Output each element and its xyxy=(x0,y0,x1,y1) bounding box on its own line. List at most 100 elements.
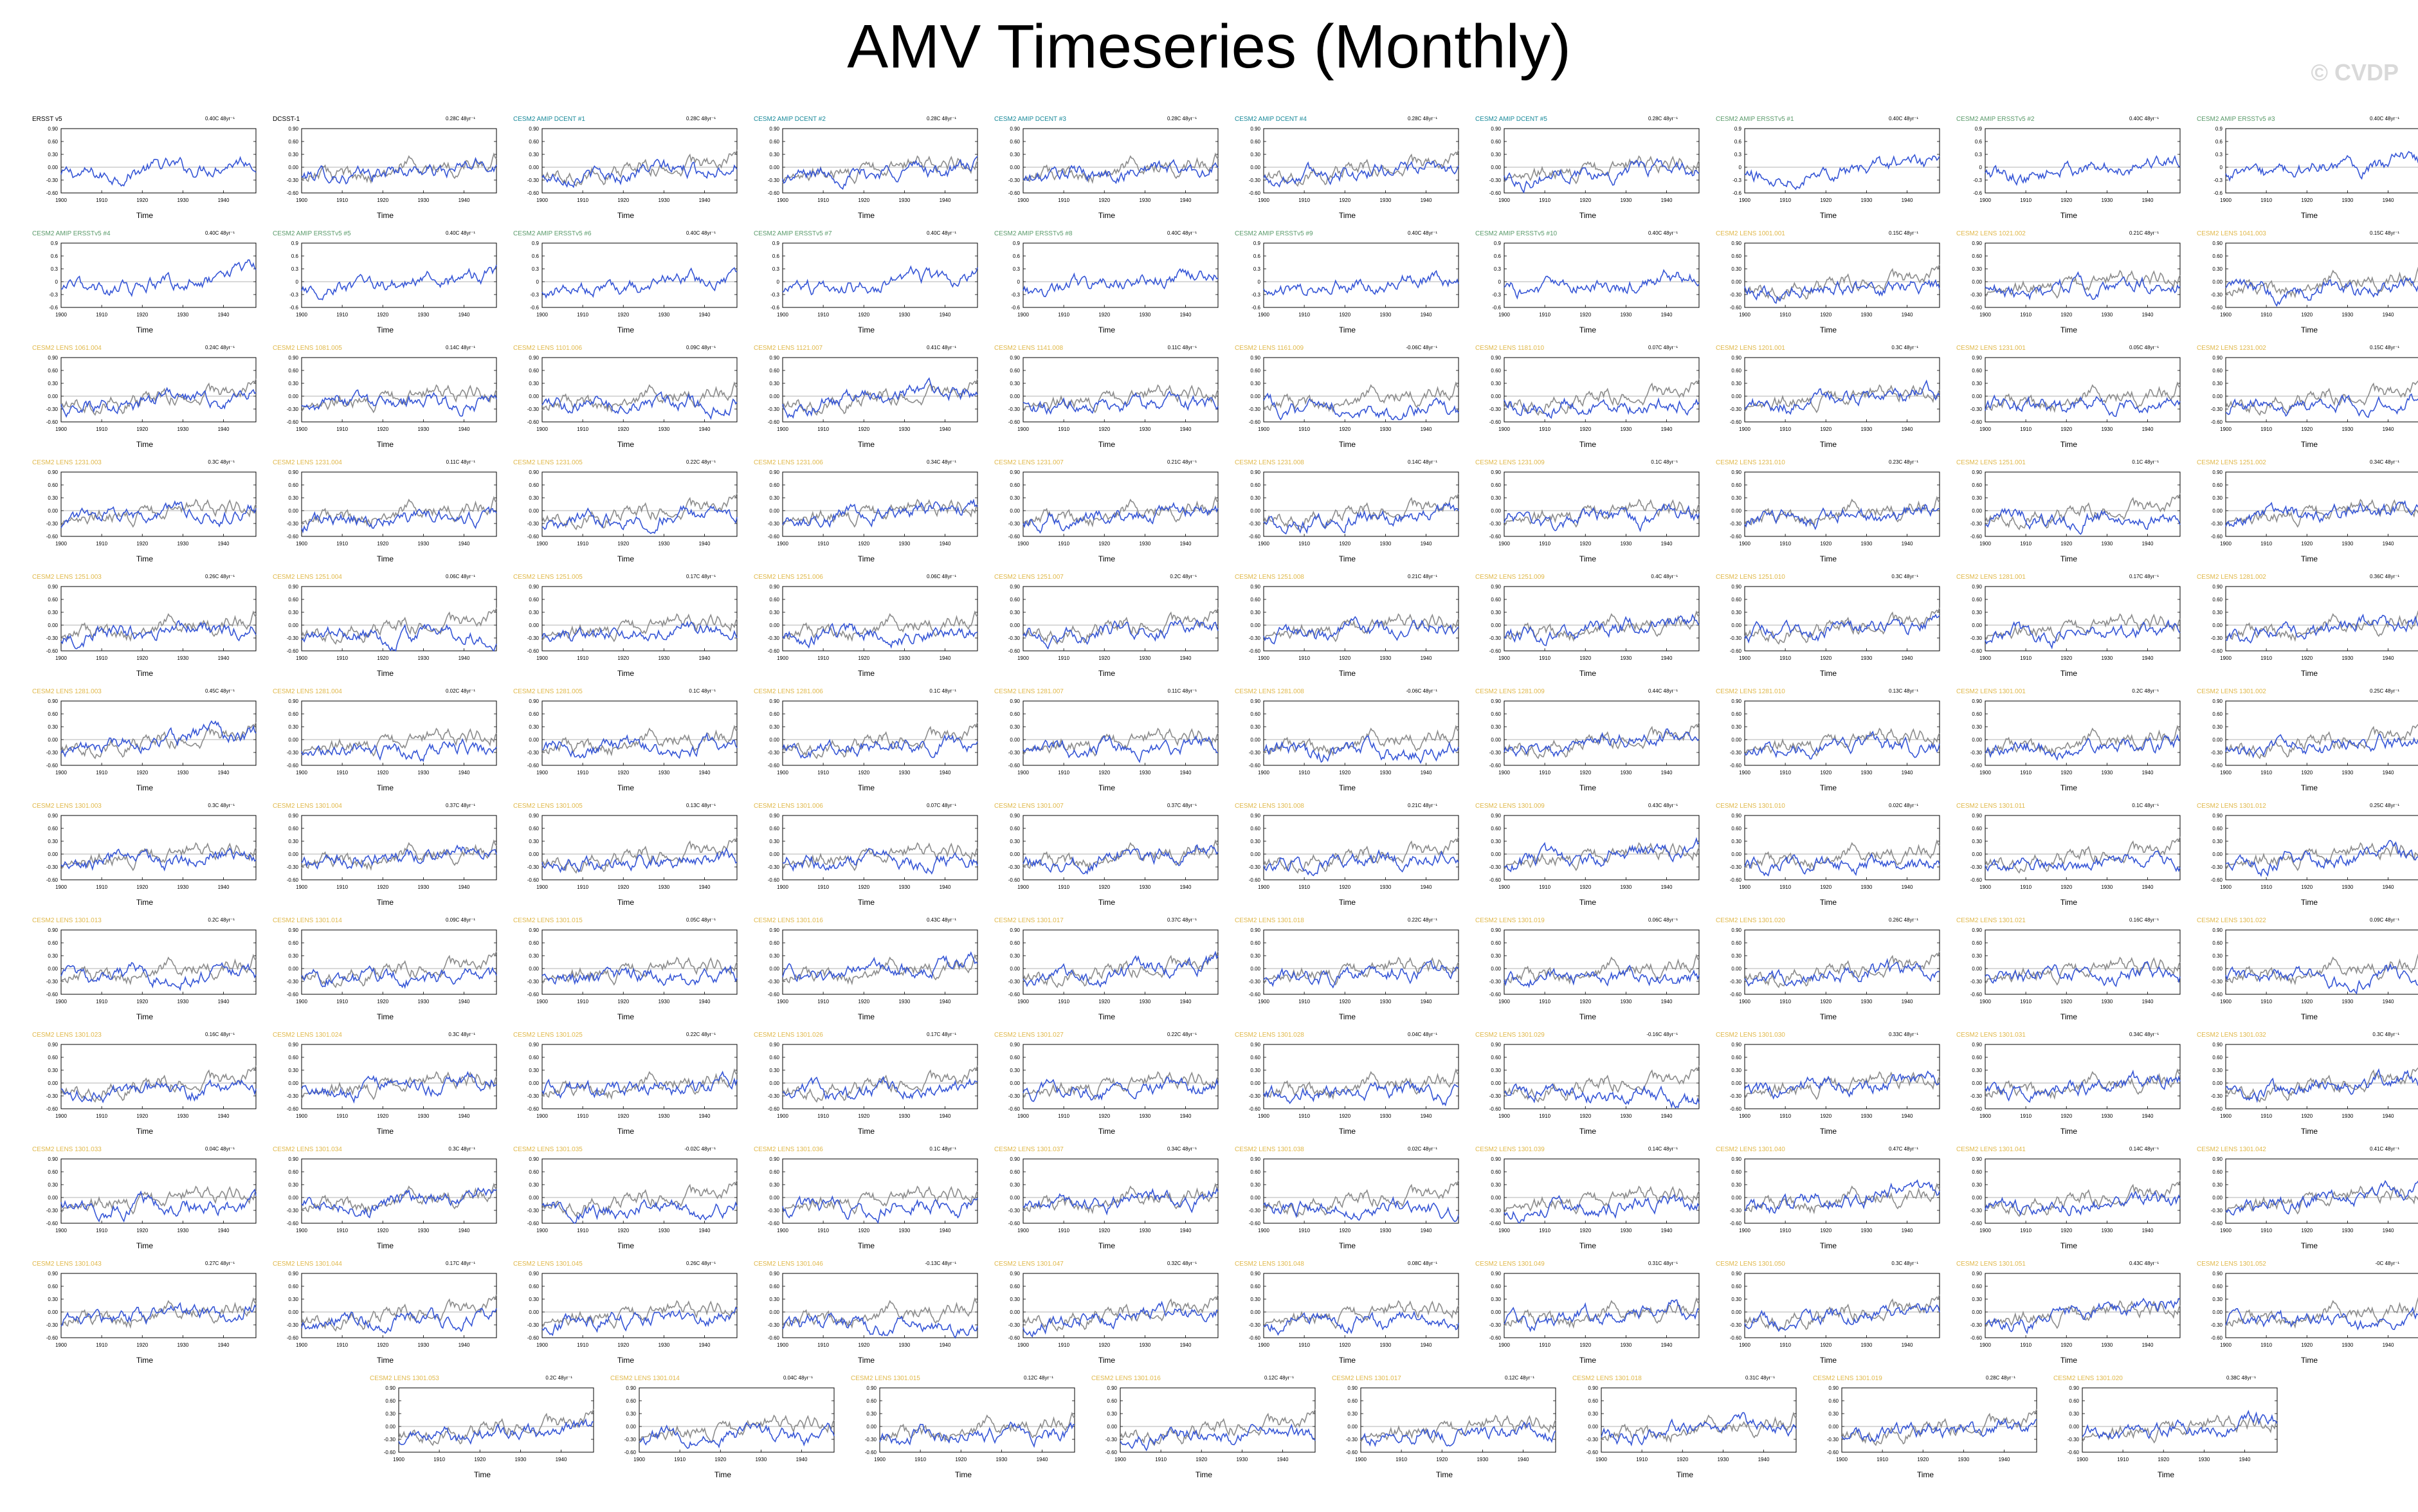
y-tick-label: 0.30 xyxy=(2212,610,2223,615)
x-tick-label: 1930 xyxy=(1379,999,1391,1005)
y-tick-label: 0.90 xyxy=(769,584,779,590)
x-tick-label: 1920 xyxy=(1820,770,1832,776)
x-tick-label: 1930 xyxy=(2341,1342,2353,1348)
y-tick-label: -0.30 xyxy=(1008,521,1021,527)
observed-series-line xyxy=(1744,1071,1940,1100)
timeseries-panel: CESM2 LENS 1301.023 0.16C 48yr⁻¹ 0.90 0.60 0… xyxy=(26,1032,264,1136)
model-series-line xyxy=(1023,1187,1219,1216)
y-tick-label: 0.3 xyxy=(1494,266,1502,272)
panel-trend-stat: 0.16C 48yr⁻¹ xyxy=(2129,917,2159,923)
x-tick-label: 1910 xyxy=(1298,884,1310,890)
y-tick-label: 0.30 xyxy=(48,1182,58,1188)
x-tick-label: 1910 xyxy=(2020,1228,2032,1234)
x-axis-label: Time xyxy=(857,669,875,678)
x-tick-label: 1930 xyxy=(177,312,188,318)
y-tick-label: 0.30 xyxy=(769,1182,779,1188)
timeseries-panel: CESM2 LENS 1301.052 -0C 48yr⁻¹ 0.90 0.60 0.3… xyxy=(2190,1261,2418,1365)
y-tick-label: 0.60 xyxy=(48,139,58,145)
panel-trend-stat: 0.1C 48yr⁻¹ xyxy=(929,1146,956,1152)
x-tick-label: 1930 xyxy=(1379,1228,1391,1234)
panel-title: CESM2 LENS 1251.003 xyxy=(32,574,102,581)
panel-title: CESM2 LENS 1001.001 xyxy=(1716,230,1785,237)
panel-title: CESM2 LENS 1231.010 xyxy=(1716,459,1785,466)
observed-series-line xyxy=(60,722,257,760)
timeseries-panel: CESM2 LENS 1251.005 0.17C 48yr⁻¹ 0.90 0.60 0… xyxy=(507,574,745,678)
x-axis-label: Time xyxy=(1338,669,1356,678)
y-tick-label: -0.30 xyxy=(1489,635,1502,641)
y-tick-label: 0.60 xyxy=(288,940,298,946)
x-tick-label: 1940 xyxy=(218,1342,230,1348)
observed-series-line xyxy=(541,1180,738,1217)
y-tick-label: 0.60 xyxy=(1491,1055,1501,1061)
panel-title: CESM2 AMIP ERSSTv5 #8 xyxy=(994,230,1073,237)
y-tick-label: 0.90 xyxy=(1491,1271,1501,1277)
y-tick-label: 0.6 xyxy=(1734,139,1742,145)
x-tick-label: 1900 xyxy=(777,1113,788,1119)
x-axis-label: Time xyxy=(1098,1241,1116,1250)
x-tick-label: 1900 xyxy=(1739,197,1750,203)
y-tick-label: 0.90 xyxy=(48,469,58,475)
y-tick-label: 0.60 xyxy=(1010,1055,1020,1061)
plot-frame xyxy=(1504,242,1700,308)
x-axis-label: Time xyxy=(1098,211,1116,220)
x-axis-label: Time xyxy=(376,1356,394,1365)
y-tick-label: 0.90 xyxy=(1250,927,1260,933)
y-tick-label: 0.00 xyxy=(1250,737,1260,743)
plot-frame xyxy=(301,929,497,995)
y-tick-label: 0.60 xyxy=(1731,597,1741,603)
y-tick-label: 0.60 xyxy=(1250,482,1260,488)
y-tick-label: 0.30 xyxy=(1491,1297,1501,1302)
y-tick-label: 0.90 xyxy=(48,355,58,361)
x-tick-label: 1920 xyxy=(1339,1228,1350,1234)
y-tick-label: 0.30 xyxy=(1250,610,1260,615)
x-tick-label: 1930 xyxy=(1860,1228,1872,1234)
y-tick-label: 0.90 xyxy=(2212,1042,2223,1048)
y-tick-label: 0.30 xyxy=(769,724,779,730)
model-series-line xyxy=(301,157,497,185)
y-tick-label: -0.30 xyxy=(768,1208,780,1214)
x-tick-label: 1940 xyxy=(940,426,951,432)
y-tick-label: 0.90 xyxy=(1491,1042,1501,1048)
plot-frame xyxy=(2225,700,2418,766)
y-tick-label: 0.6 xyxy=(291,253,299,259)
y-tick-label: -0.60 xyxy=(1489,1106,1502,1112)
model-series-line xyxy=(1023,159,1219,185)
y-tick-label: 0.60 xyxy=(1731,368,1741,374)
x-tick-label: 1920 xyxy=(1098,655,1110,661)
x-axis-label: Time xyxy=(1579,1012,1597,1021)
model-series-line xyxy=(1985,961,2181,988)
y-tick-label: -0.30 xyxy=(287,635,299,641)
plot-frame xyxy=(398,1387,594,1453)
y-tick-label: 0.30 xyxy=(1731,381,1741,387)
x-tick-label: 1930 xyxy=(2341,426,2353,432)
x-tick-label: 1920 xyxy=(2158,1457,2169,1462)
x-tick-label: 1940 xyxy=(2142,655,2154,661)
y-tick-label: -0.30 xyxy=(287,1322,299,1328)
y-tick-label: -0.30 xyxy=(1008,864,1021,870)
model-series-line xyxy=(541,1199,738,1224)
timeseries-panel: CESM2 LENS 1301.005 0.13C 48yr⁻¹ 0.90 0.60 0… xyxy=(507,803,745,907)
model-series-line xyxy=(1504,1299,1700,1333)
timeseries-panel: CESM2 LENS 1301.026 0.17C 48yr⁻¹ 0.90 0.60 0… xyxy=(747,1032,985,1136)
plot-frame xyxy=(541,471,738,537)
panel-title: CESM2 LENS 1281.006 xyxy=(754,688,823,695)
timeseries-panel: CESM2 LENS 1301.020 0.26C 48yr⁻¹ 0.90 0.60 0… xyxy=(1709,917,1947,1021)
y-tick-label: 0.90 xyxy=(1972,1271,1982,1277)
y-tick-label: -0.60 xyxy=(768,1221,780,1226)
timeseries-panel: CESM2 LENS 1301.021 0.16C 48yr⁻¹ 0.90 0.60 0… xyxy=(1950,917,2188,1021)
x-axis-label: Time xyxy=(2300,554,2318,563)
y-tick-label: -0.30 xyxy=(1489,521,1502,527)
x-tick-label: 1930 xyxy=(658,426,669,432)
x-tick-label: 1910 xyxy=(1058,770,1069,776)
observed-series-line xyxy=(782,378,978,416)
panel-title: CESM2 LENS 1251.008 xyxy=(1235,574,1304,581)
y-tick-label: -0.60 xyxy=(2211,1106,2223,1112)
x-tick-label: 1900 xyxy=(296,426,307,432)
y-tick-label: -0.60 xyxy=(1249,419,1261,425)
